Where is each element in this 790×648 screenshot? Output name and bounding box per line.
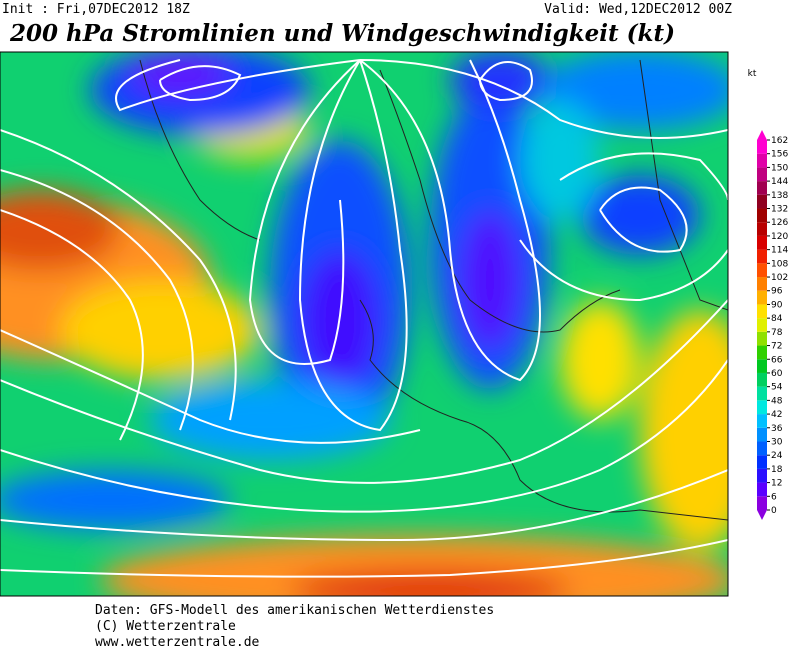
colorbar-segment <box>757 235 767 250</box>
colorbar-segment <box>757 359 767 373</box>
colorbar-segment <box>757 372 767 387</box>
colorbar-label: 144 <box>771 177 788 187</box>
colorbar-label: 138 <box>771 191 788 201</box>
colorbar-segment <box>757 331 767 346</box>
colorbar-segment <box>757 482 767 497</box>
footer-line: www.wetterzentrale.de <box>95 635 260 648</box>
colorbar-segment <box>757 427 767 442</box>
streamlines <box>0 59 728 578</box>
colorbar-segment <box>757 496 767 510</box>
colorbar-label: 42 <box>771 410 782 420</box>
footer-line: Daten: GFS-Modell des amerikanischen Wet… <box>95 603 494 618</box>
colorbar-label: 156 <box>771 150 788 160</box>
colorbar-segment <box>757 468 767 483</box>
coastlines <box>139 59 728 521</box>
colorbar-segment <box>757 386 767 401</box>
colorbar-label: 66 <box>771 355 783 365</box>
colorbar-label: 102 <box>771 273 788 283</box>
colorbar: 0 6 12 18 24 30 36 42 48 54 60 66 72 78 84 90 96 102 108 11… <box>757 130 788 520</box>
colorbar-segment <box>757 414 767 428</box>
colorbar-label: 126 <box>771 218 788 228</box>
colorbar-segment <box>757 194 767 209</box>
colorbar-segment <box>757 441 767 456</box>
colorbar-label: 60 <box>771 369 783 379</box>
colorbar-label: 18 <box>771 465 783 475</box>
colorbar-arrow <box>757 130 767 140</box>
colorbar-label: 0 <box>771 506 777 516</box>
valid-time: Valid: Wed,12DEC2012 00Z <box>544 2 732 17</box>
colorbar-segment <box>757 263 767 278</box>
colorbar-label: 84 <box>771 314 783 324</box>
colorbar-segment <box>757 208 767 223</box>
colorbar-label: 108 <box>771 259 788 269</box>
map <box>0 52 728 596</box>
colorbar-label: 90 <box>771 300 783 310</box>
colorbar-label: 72 <box>771 342 782 352</box>
colorbar-label: 36 <box>771 424 783 434</box>
colorbar-label: 162 <box>771 136 788 146</box>
colorbar-label: 132 <box>771 205 788 215</box>
colorbar-segment <box>757 222 767 236</box>
colorbar-arrow <box>757 510 767 520</box>
colorbar-label: 120 <box>771 232 788 242</box>
colorbar-segment <box>757 345 767 360</box>
colorbar-unit: kt <box>748 69 757 79</box>
colorbar-segment <box>757 304 767 319</box>
colorbar-segment <box>757 167 767 182</box>
colorbar-label: 48 <box>771 396 783 406</box>
colorbar-label: 150 <box>771 163 788 173</box>
colorbar-label: 24 <box>771 451 783 461</box>
colorbar-label: 114 <box>771 246 788 256</box>
footer-line: (C) Wetterzentrale <box>95 619 236 634</box>
colorbar-segment <box>757 400 767 415</box>
colorbar-label: 54 <box>771 383 783 393</box>
colorbar-segment <box>757 181 767 195</box>
colorbar-segment <box>757 277 767 291</box>
init-time: Init : Fri,07DEC2012 18Z <box>2 2 190 17</box>
map-frame <box>0 51 729 597</box>
colorbar-segment <box>757 455 767 469</box>
colorbar-label: 78 <box>771 328 783 338</box>
colorbar-segment <box>757 153 767 168</box>
colorbar-label: 96 <box>771 287 783 297</box>
colorbar-label: 6 <box>771 492 777 502</box>
colorbar-segment <box>757 249 767 264</box>
colorbar-segment <box>757 318 767 332</box>
colorbar-segment <box>757 140 767 154</box>
colorbar-label: 12 <box>771 479 782 489</box>
colorbar-segment <box>757 290 767 305</box>
map-title: 200 hPa Stromlinien und Windgeschwindigk… <box>9 20 675 47</box>
colorbar-label: 30 <box>771 437 783 447</box>
